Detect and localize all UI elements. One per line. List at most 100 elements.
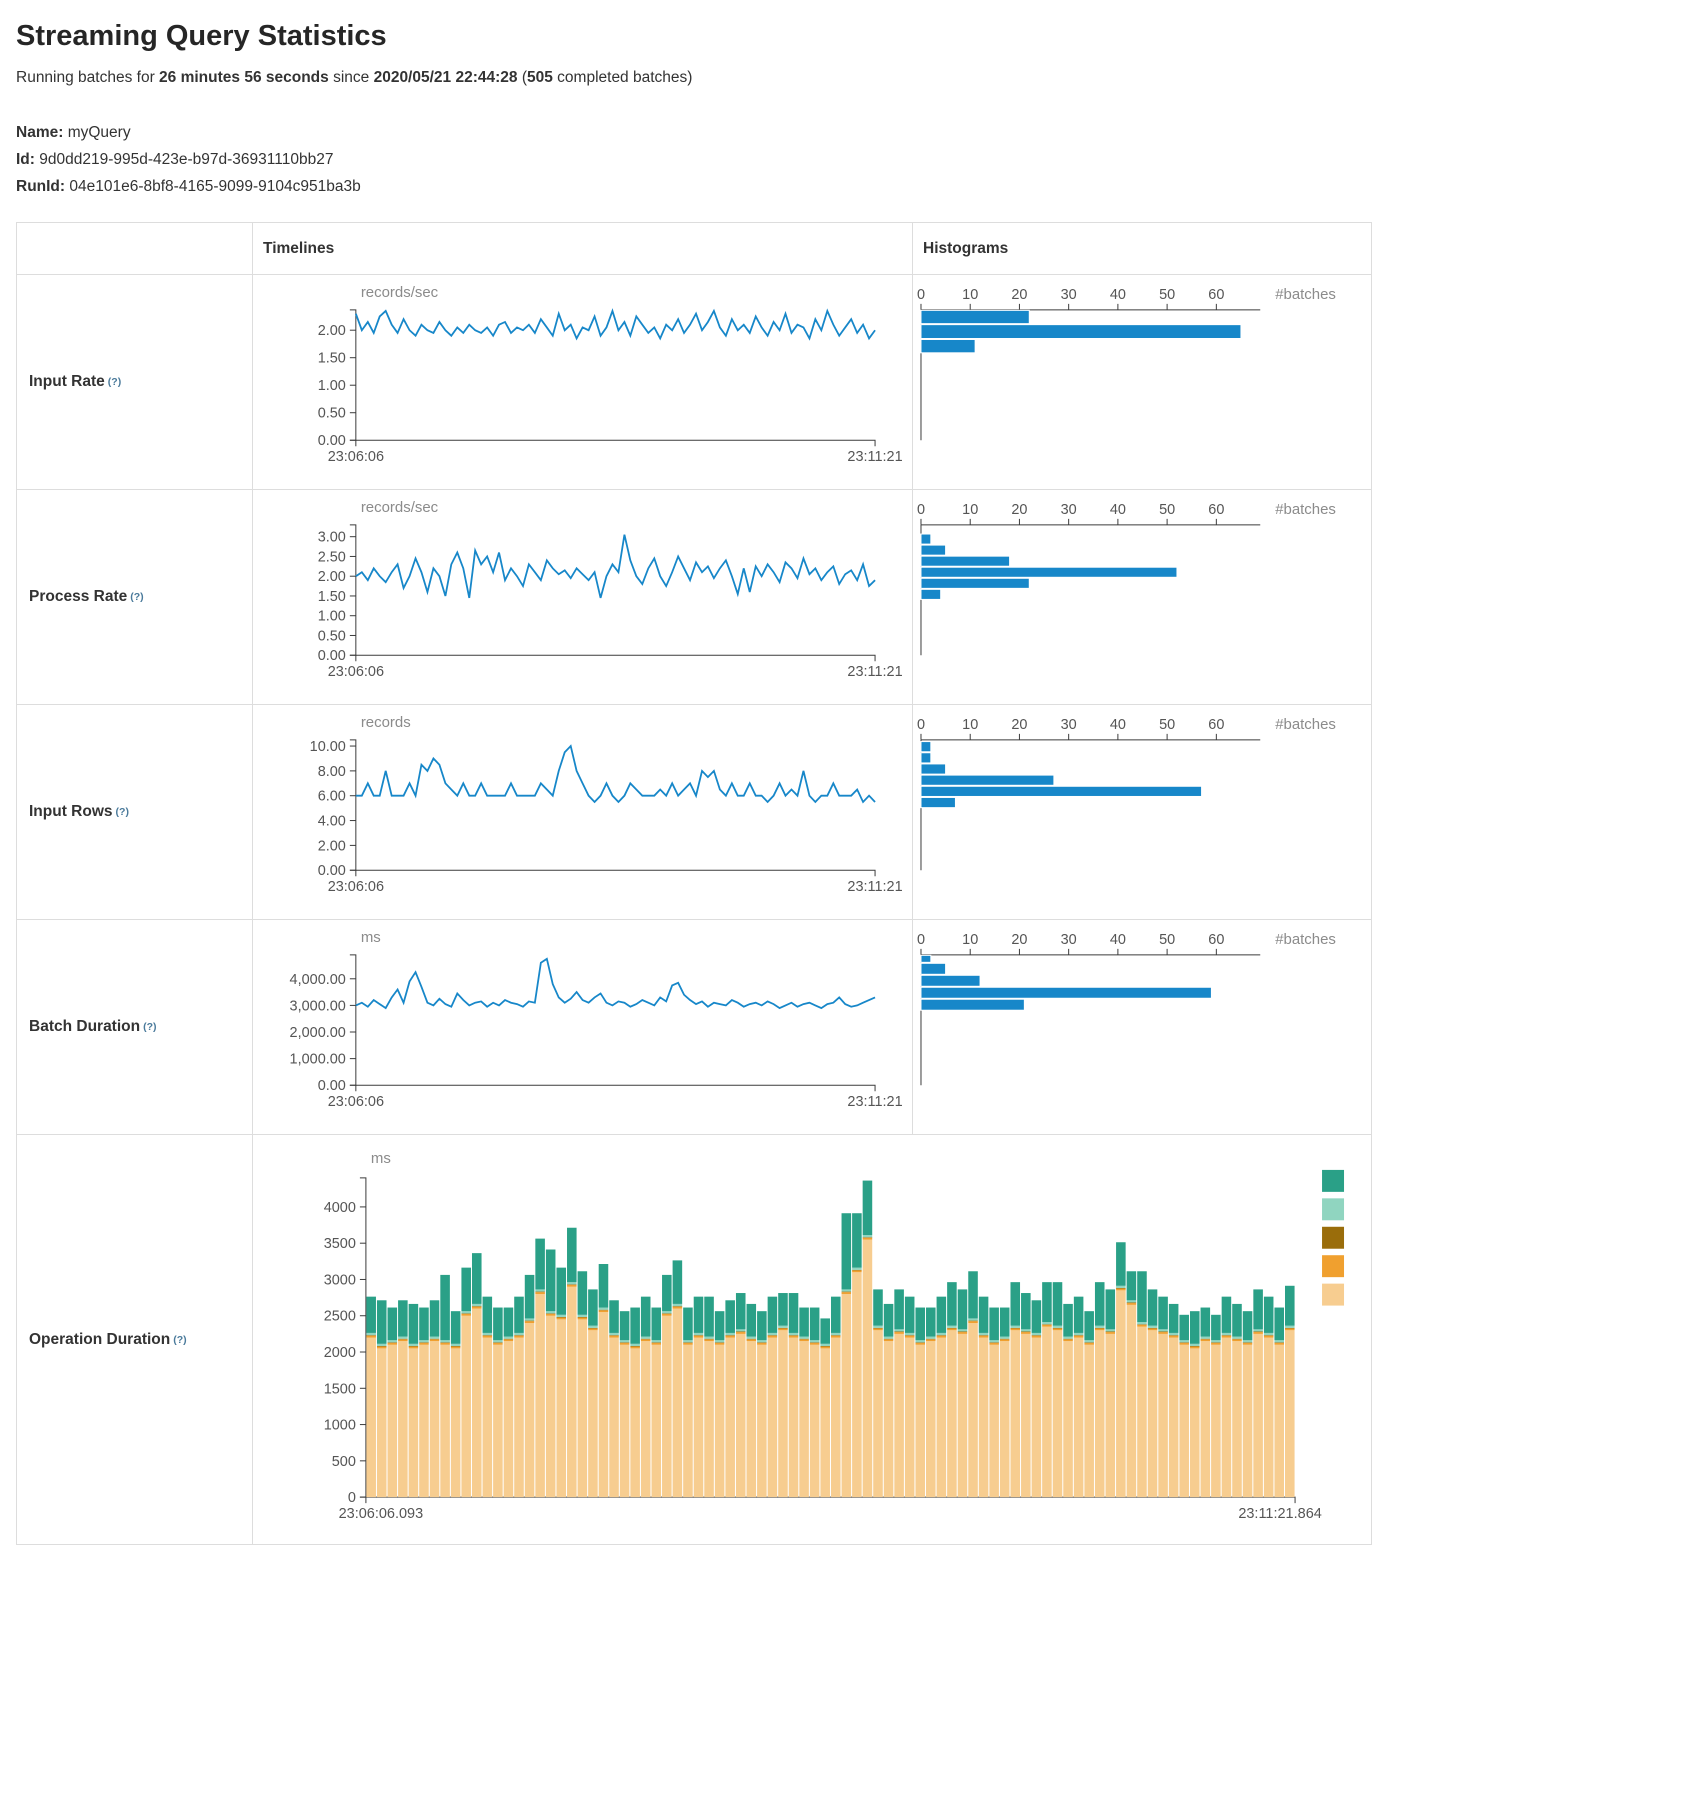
query-name-line: Name: myQuery <box>16 119 1677 146</box>
svg-text:1.50: 1.50 <box>318 351 346 367</box>
row-label-operation-duration: Operation Duration (?) <box>17 1135 253 1545</box>
batch-duration-histogram-cell: 0 10 20 30 40 50 60 #batches <box>913 920 1372 1135</box>
row-label-input-rows: Input Rows (?) <box>17 705 253 920</box>
svg-text:ms: ms <box>361 929 381 946</box>
svg-text:50: 50 <box>1159 717 1175 733</box>
svg-text:23:11:21.864: 23:11:21.864 <box>1238 1506 1321 1522</box>
input-rate-timeline-cell: records/sec 0.00 0.50 1.00 1.50 2.00 23:06:06 2… <box>253 275 913 490</box>
svg-text:30: 30 <box>1061 932 1077 948</box>
svg-text:ms: ms <box>371 1150 391 1167</box>
svg-text:#batches: #batches <box>1275 716 1336 733</box>
svg-text:20: 20 <box>1011 932 1027 948</box>
batch-duration-help-icon[interactable]: (?) <box>143 1021 157 1033</box>
operation-duration-label: Operation Duration <box>29 1330 171 1348</box>
legend-swatch-dark-gold <box>1322 1226 1345 1249</box>
operation-duration-help-icon[interactable]: (?) <box>173 1333 187 1346</box>
svg-text:0: 0 <box>917 717 925 733</box>
process-rate-label: Process Rate <box>29 588 128 605</box>
svg-text:10.00: 10.00 <box>310 739 346 755</box>
svg-text:0: 0 <box>917 287 925 303</box>
query-runid-value: 04e101e6-8bf8-4165-9099-9104c951ba3b <box>69 178 361 195</box>
query-id-value: 9d0dd219-995d-423e-b97d-36931110bb27 <box>39 151 334 168</box>
input-rate-help-icon[interactable]: (?) <box>107 376 122 388</box>
summary-mid: since <box>328 69 374 86</box>
svg-text:records/sec: records/sec <box>361 284 439 301</box>
batch-duration-timeline-chart: ms 0.00 1,000.00 2,000.00 3,000.00 4,000.00 23… <box>290 929 903 1110</box>
summary-suffix: completed batches) <box>552 69 693 86</box>
svg-text:records/sec: records/sec <box>361 499 439 516</box>
svg-text:30: 30 <box>1061 717 1077 733</box>
statistics-table: Timelines Histograms Input Rate (?) recor… <box>16 222 1372 1545</box>
svg-text:3500: 3500 <box>324 1236 356 1252</box>
input-rows-help-icon[interactable]: (?) <box>115 806 129 818</box>
query-meta: Name: myQuery Id: 9d0dd219-995d-423e-b97… <box>16 119 1677 200</box>
row-label-process-rate: Process Rate (?) <box>17 490 253 705</box>
process-rate-help-icon[interactable]: (?) <box>130 591 144 603</box>
svg-text:#batches: #batches <box>1275 501 1336 518</box>
svg-text:1.00: 1.00 <box>318 378 346 394</box>
input-rate-histogram-cell: 0 10 20 30 40 50 60 #batches <box>913 275 1372 490</box>
svg-text:3.00: 3.00 <box>318 530 346 546</box>
svg-text:23:11:21: 23:11:21 <box>847 879 902 895</box>
svg-text:50: 50 <box>1159 932 1175 948</box>
legend-swatch-tan <box>1322 1283 1345 1306</box>
svg-text:30: 30 <box>1061 502 1077 518</box>
svg-text:40: 40 <box>1110 932 1126 948</box>
summary-paren: ( <box>517 69 527 86</box>
svg-text:2.50: 2.50 <box>318 549 346 565</box>
completed-batches-count: 505 <box>526 69 553 86</box>
svg-text:0.50: 0.50 <box>318 406 346 422</box>
svg-text:1,000.00: 1,000.00 <box>290 1052 346 1068</box>
svg-text:10: 10 <box>962 932 978 948</box>
svg-text:23:06:06: 23:06:06 <box>328 879 384 895</box>
batch-duration-timeline-cell: ms 0.00 1,000.00 2,000.00 3,000.00 4,000.00 23… <box>253 920 913 1135</box>
svg-text:40: 40 <box>1110 717 1126 733</box>
svg-text:0: 0 <box>917 932 925 948</box>
process-rate-histogram-chart: 0 10 20 30 40 50 60 #batches <box>917 501 1336 656</box>
process-rate-timeline-cell: records/sec 0.00 0.50 1.00 1.50 2.00 2.50 3.00 2… <box>253 490 913 705</box>
timelines-header-label: Timelines <box>263 239 335 257</box>
svg-text:23:11:21: 23:11:21 <box>847 1094 902 1110</box>
legend-swatch-orange <box>1322 1255 1345 1278</box>
batch-duration-label: Batch Duration <box>29 1018 141 1035</box>
svg-text:23:06:06: 23:06:06 <box>328 664 384 680</box>
svg-text:0.00: 0.00 <box>318 433 346 449</box>
operation-duration-stacked-chart: ms 0 500 1000 1500 2000 2500 3000 3500 4000 23:06:… <box>324 1150 1345 1522</box>
svg-text:60: 60 <box>1208 502 1224 518</box>
svg-text:0.00: 0.00 <box>318 863 346 879</box>
svg-text:4,000.00: 4,000.00 <box>290 972 346 988</box>
svg-text:10: 10 <box>962 502 978 518</box>
svg-text:50: 50 <box>1159 287 1175 303</box>
query-name-label: Name: <box>16 124 64 141</box>
svg-text:1000: 1000 <box>324 1418 356 1434</box>
svg-text:20: 20 <box>1011 502 1027 518</box>
svg-text:0: 0 <box>348 1490 356 1506</box>
svg-text:23:11:21: 23:11:21 <box>847 664 902 680</box>
svg-text:1.50: 1.50 <box>318 589 346 605</box>
running-duration: 26 minutes 56 seconds <box>159 69 329 86</box>
svg-text:0.50: 0.50 <box>318 628 346 644</box>
svg-text:2500: 2500 <box>324 1309 356 1325</box>
svg-text:records: records <box>361 714 411 731</box>
svg-text:60: 60 <box>1208 717 1224 733</box>
page-title: Streaming Query Statistics <box>16 20 387 52</box>
svg-text:20: 20 <box>1011 717 1027 733</box>
query-name-value: myQuery <box>67 124 131 141</box>
batch-duration-histogram-chart: 0 10 20 30 40 50 60 #batches <box>917 931 1336 1086</box>
svg-text:2.00: 2.00 <box>318 838 346 854</box>
svg-text:4.00: 4.00 <box>318 814 346 830</box>
input-rate-timeline-chart: records/sec 0.00 0.50 1.00 1.50 2.00 23:06:06 2… <box>318 284 903 465</box>
svg-text:0.00: 0.00 <box>318 1078 346 1094</box>
query-id-line: Id: 9d0dd219-995d-423e-b97d-36931110bb27 <box>16 146 1677 173</box>
svg-text:60: 60 <box>1208 287 1224 303</box>
svg-text:40: 40 <box>1110 502 1126 518</box>
svg-text:#batches: #batches <box>1275 286 1336 303</box>
svg-text:3,000.00: 3,000.00 <box>290 998 346 1014</box>
svg-text:30: 30 <box>1061 287 1077 303</box>
svg-text:1.00: 1.00 <box>318 609 346 625</box>
svg-text:4000: 4000 <box>324 1200 356 1216</box>
corner-header-cell <box>17 223 253 275</box>
svg-text:40: 40 <box>1110 287 1126 303</box>
input-rows-timeline-cell: records 0.00 2.00 4.00 6.00 8.00 10.00 23:06:06… <box>253 705 913 920</box>
